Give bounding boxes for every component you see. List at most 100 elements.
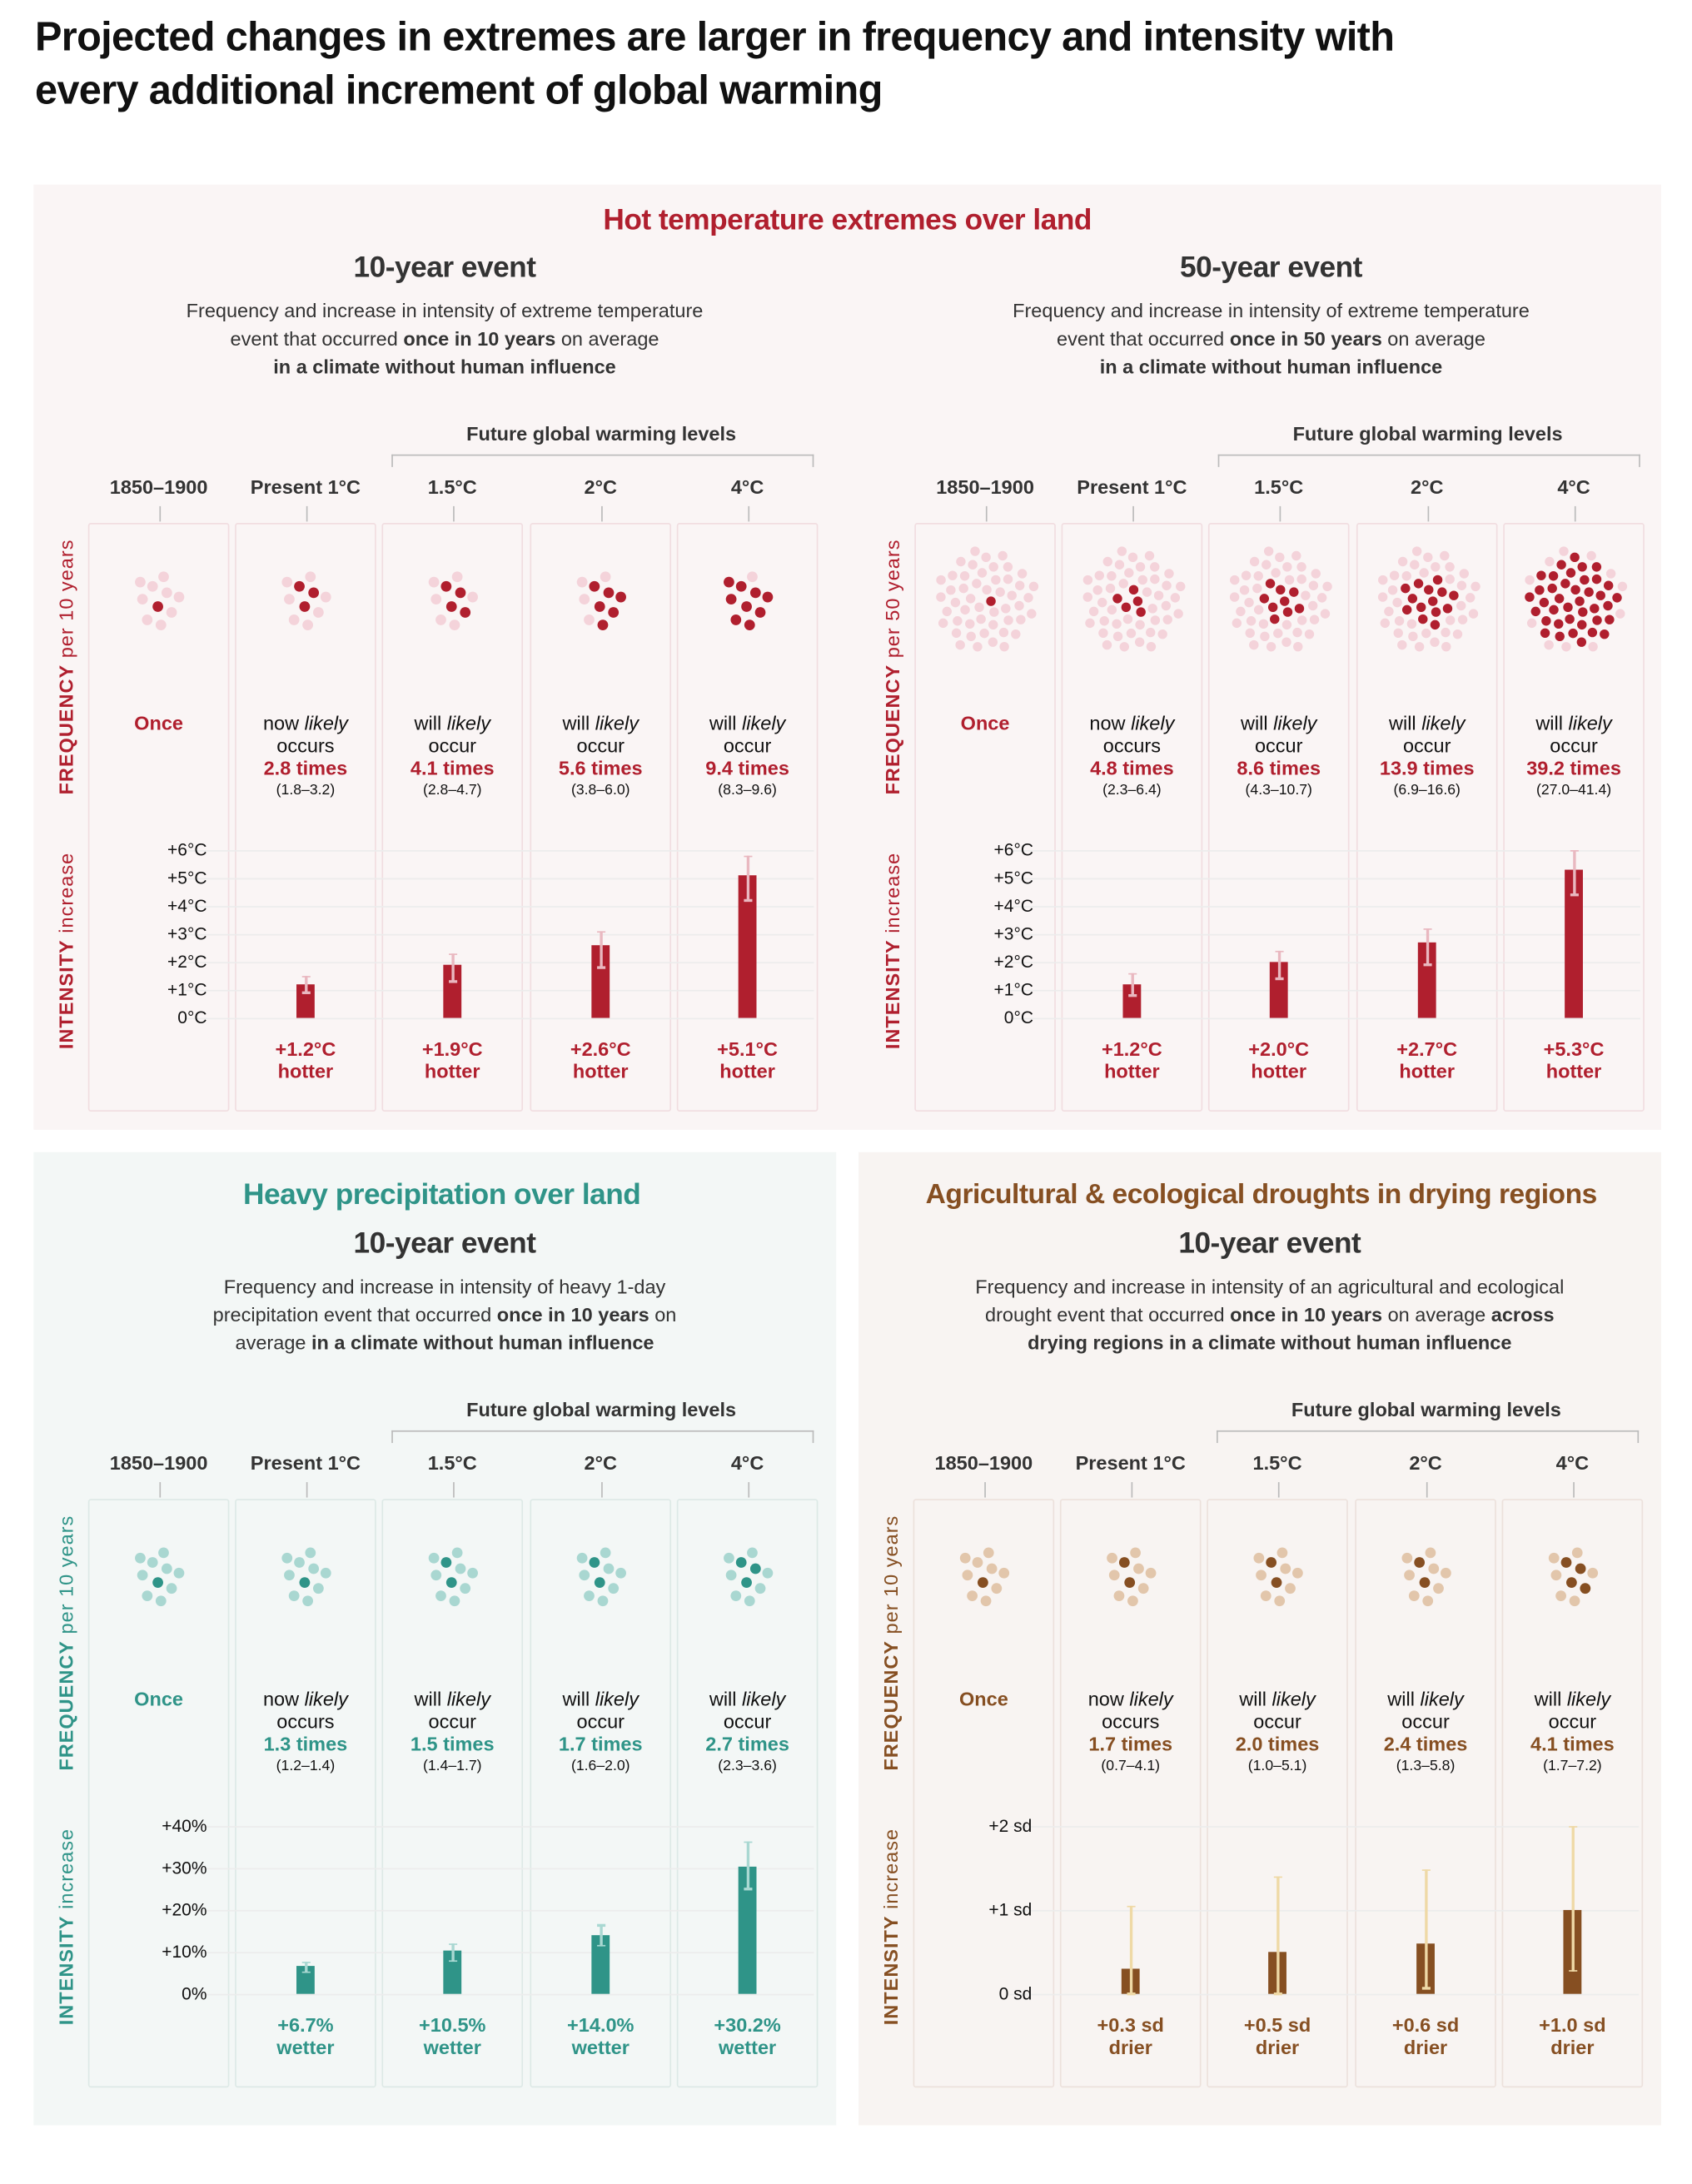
event-dot-occurrence [1132,596,1142,606]
frequency-likely: likely [304,711,348,734]
frequency-text: now likely occurs 1.3 times (1.2–1.4) [233,1688,379,1779]
event-dot-occurrence [1417,614,1427,624]
event-dot-occurrence [1275,585,1285,595]
event-dot-background [1389,570,1399,580]
event-dot-background [1427,1563,1439,1575]
event-dot-background [1379,618,1390,629]
intensity-value: +1.2°C [1101,1037,1162,1060]
error-bar-cap-bottom [448,980,457,983]
event-dot-background [1239,585,1249,595]
event-dot-background [1141,587,1152,597]
event-dot-background [1411,546,1421,556]
intensity-value: +2.7°C [1396,1037,1458,1060]
intensity-bar [591,945,610,1018]
intensity-axis-label: INTENSITY increase [881,853,903,1049]
event-dot-background [1097,628,1107,639]
event-dot-occurrence [749,587,760,599]
frequency-dot-grid [134,1547,184,1607]
intensity-value-label: +1.9°C hotter [380,1037,525,1082]
error-bar-cap-bottom [596,966,605,968]
event-dot-background [1261,560,1271,570]
event-dot-background [980,552,991,563]
intensity-error-bar [304,976,307,993]
intensity-axis-label: INTENSITY increase [54,1828,77,2025]
intensity-value: +30.2% [714,2013,781,2037]
event-dot-background [1257,619,1268,629]
future-warming-levels-label: Future global warming levels [1292,422,1563,445]
event-dot-background [724,1570,736,1581]
event-dot-background [990,1583,1002,1594]
event-dot-background [281,576,292,588]
intensity-word: drier [1403,2036,1448,2058]
event-dot-background [1003,615,1013,625]
intensity-value-label: +1.0 sd drier [1500,2013,1645,2058]
frequency-likely: likely [1273,711,1317,734]
intensity-error-bar [599,931,602,968]
event-dot-background [1429,637,1439,647]
event-dot-occurrence [1589,604,1599,614]
frequency-line: now likely [1058,1688,1203,1710]
intensity-label-rest: increase [54,852,77,940]
event-dot-background [1162,614,1172,624]
event-dot-occurrence [1432,575,1442,585]
frequency-dot-grid [427,571,478,631]
future-levels-bracket [391,1430,814,1444]
event-dot-background [312,607,323,618]
frequency-likely: likely [1568,711,1612,734]
frequency-likely: likely [1129,1687,1173,1710]
event-dot-background [1163,569,1173,579]
event-description: Frequency and increase in intensity of h… [33,1272,855,1356]
frequency-axis-label: FREQUENCY per 10 years [54,540,77,795]
frequency-verb: occurs [276,1709,335,1733]
event-dot-occurrence [1560,579,1570,589]
description-segment: Frequency and increase in intensity of e… [186,299,704,322]
intensity-value-label: +5.1°C hotter [674,1037,820,1082]
intensity-value-label: +10.5% wetter [380,2013,525,2058]
frequency-verb: occur [723,1709,772,1733]
event-dot-background [979,1595,991,1607]
event-dot-background [1441,641,1451,652]
event-dot-background [134,1552,145,1564]
event-dot-background [1106,1552,1117,1564]
intensity-value: +1.2°C [275,1037,336,1060]
event-dot-background [155,1595,166,1607]
event-dot-background [1106,604,1117,615]
frequency-dot-grid [723,1547,773,1607]
event-dot-background [998,1567,1009,1579]
event-dot-background [304,571,316,583]
intensity-value-label: +0.5 sd drier [1205,2013,1351,2058]
intensity-value-label: +2.0°C hotter [1206,1037,1351,1082]
intensity-bar [443,1949,462,1994]
intensity-value: +10.5% [419,2013,486,2037]
gridline [184,933,814,936]
event-dot-background [596,1595,608,1607]
future-levels-bracket [391,454,814,467]
figure-title-line-2: every additional increment of global war… [34,68,883,114]
event-dot-occurrence [1590,574,1601,585]
event-dot-background [1424,1547,1436,1559]
event-dot-background [1547,1552,1559,1564]
intensity-label-rest: increase [879,1828,903,1916]
event-dot-occurrence [977,1577,988,1589]
frequency-text: will likely occur 5.6 times (3.8–6.0) [528,712,674,803]
event-dot-background [172,1567,184,1579]
frequency-range: (8.3–9.6) [718,781,777,798]
intensity-bar [296,984,315,1018]
intensity-bar [1122,984,1142,1018]
event-dot-occurrence [454,587,465,599]
gridline [184,1952,814,1953]
event-dot-occurrence [440,580,451,592]
event-description: Frequency and increase in intensity of e… [33,296,855,381]
event-dot-background [1308,614,1319,624]
frequency-line: will likely [674,1688,820,1710]
event-dot-background [1409,560,1419,570]
column-header: 1850–1900 [936,475,1034,498]
frequency-range: (1.4–1.7) [422,1757,482,1775]
event-dot-background [1281,562,1291,572]
event-dot-occurrence [1423,585,1433,595]
event-dot-occurrence [734,1557,746,1568]
description-segment: on average [555,326,659,350]
description-segment: once in 10 years [496,1303,649,1326]
intensity-word: drier [1255,2036,1300,2058]
intensity-word: drier [1108,2036,1152,2058]
